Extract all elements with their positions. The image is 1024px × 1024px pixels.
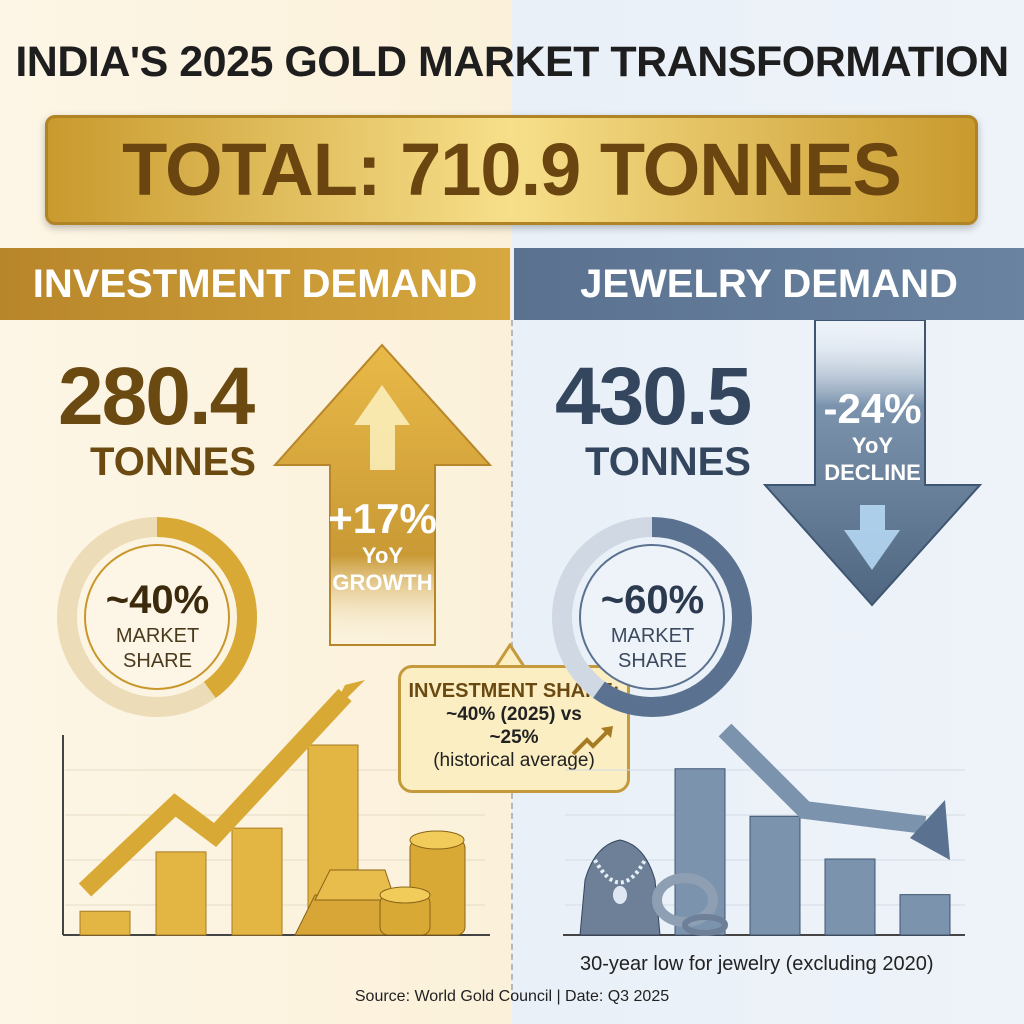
bangle-icon [652, 873, 728, 936]
callout-line-2: ~40% (2025) vs [446, 704, 582, 725]
up-arrow-icon [272, 343, 493, 646]
callout-pointer [495, 643, 525, 668]
bar [749, 815, 801, 936]
callout-line-4: (historical average) [433, 750, 595, 771]
jewelry-change-label-1: YoY [851, 433, 894, 458]
source-footer: Source: World Gold Council | Date: Q3 20… [354, 988, 670, 1005]
trend-down-line [718, 723, 927, 834]
bar [79, 910, 131, 936]
jewelry-value: 430.5 [555, 351, 752, 442]
bar [824, 858, 876, 936]
jewelry-bar-chart [563, 723, 965, 936]
investment-unit: TONNES [90, 440, 256, 484]
jewelry-header: JEWELRY DEMAND [514, 248, 1024, 320]
jewelry-share: ~60% [600, 578, 705, 622]
jewelry-bust-icon [579, 839, 661, 936]
gold-bars-icon [294, 869, 401, 936]
investment-share: ~40% [105, 578, 210, 622]
trend-down-arrowhead [910, 800, 950, 860]
investment-share-arc [57, 517, 257, 717]
jewelry-change: -24% [823, 385, 922, 432]
trend-up-small-icon [571, 726, 613, 756]
investment-bar-chart [62, 680, 490, 936]
investment-value: 280.4 [58, 351, 255, 442]
total-banner: TOTAL: 710.9 TONNES [45, 115, 978, 225]
callout-line-1: INVESTMENT SHARE: [408, 680, 620, 702]
bar [155, 851, 207, 936]
jewelry-share-label-2: SHARE [618, 650, 687, 672]
callout-line-3: ~25% [489, 727, 539, 748]
trend-up-arrowhead [330, 680, 365, 715]
investment-donut [57, 517, 257, 717]
bar [231, 827, 283, 936]
down-arrow-icon [762, 320, 983, 607]
jewelry-unit: TONNES [585, 440, 751, 484]
jewelry-donut [552, 517, 752, 717]
jewelry-change-label-2: DECLINE [824, 460, 921, 485]
page-title: INDIA'S 2025 GOLD MARKET TRANSFORMATION [15, 38, 1009, 86]
trend-up-line [78, 688, 352, 897]
investment-share-label-2: SHARE [123, 650, 192, 672]
investment-change-label-1: YoY [361, 543, 404, 568]
jewelry-note: 30-year low for jewelry (excluding 2020) [580, 953, 934, 975]
jewelry-share-label-1: MARKET [610, 625, 695, 647]
investment-share-label-1: MARKET [115, 625, 200, 647]
gold-coins-icon [379, 830, 466, 936]
investment-change-label-2: GROWTH [332, 570, 433, 595]
bar [674, 768, 726, 936]
investment-change: +17% [328, 495, 437, 542]
investment-header: INVESTMENT DEMAND [0, 248, 510, 320]
jewelry-share-arc [552, 517, 752, 717]
bar [899, 894, 951, 936]
